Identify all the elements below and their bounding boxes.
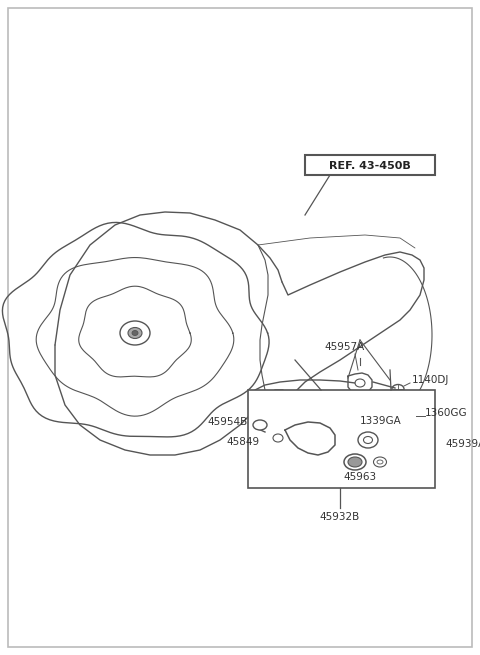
Text: 45954B: 45954B <box>208 417 248 427</box>
Ellipse shape <box>128 328 142 339</box>
Bar <box>305 155 435 175</box>
Ellipse shape <box>421 439 434 449</box>
Text: REF. 43-450B: REF. 43-450B <box>329 161 411 171</box>
Ellipse shape <box>132 331 138 335</box>
Ellipse shape <box>307 436 313 441</box>
Ellipse shape <box>377 460 383 464</box>
Text: 45963: 45963 <box>343 472 377 482</box>
Ellipse shape <box>401 438 419 451</box>
Ellipse shape <box>120 321 150 345</box>
Ellipse shape <box>344 454 366 470</box>
Ellipse shape <box>400 412 416 424</box>
Text: 1360GG: 1360GG <box>425 408 468 418</box>
Text: 1140DJ: 1140DJ <box>412 375 449 385</box>
Ellipse shape <box>253 420 267 430</box>
Bar <box>248 390 435 488</box>
Ellipse shape <box>358 432 378 448</box>
Text: 45932B: 45932B <box>320 512 360 522</box>
Text: 45939A: 45939A <box>445 439 480 449</box>
Text: 45849: 45849 <box>227 437 260 447</box>
Ellipse shape <box>348 457 362 467</box>
Text: 45957A: 45957A <box>325 342 365 352</box>
Ellipse shape <box>355 379 365 387</box>
Ellipse shape <box>406 441 414 447</box>
Ellipse shape <box>363 436 372 443</box>
Ellipse shape <box>405 415 411 421</box>
Ellipse shape <box>373 457 386 467</box>
Ellipse shape <box>303 432 317 443</box>
Text: 1339GA: 1339GA <box>360 416 402 426</box>
Ellipse shape <box>392 384 404 394</box>
Ellipse shape <box>273 434 283 442</box>
